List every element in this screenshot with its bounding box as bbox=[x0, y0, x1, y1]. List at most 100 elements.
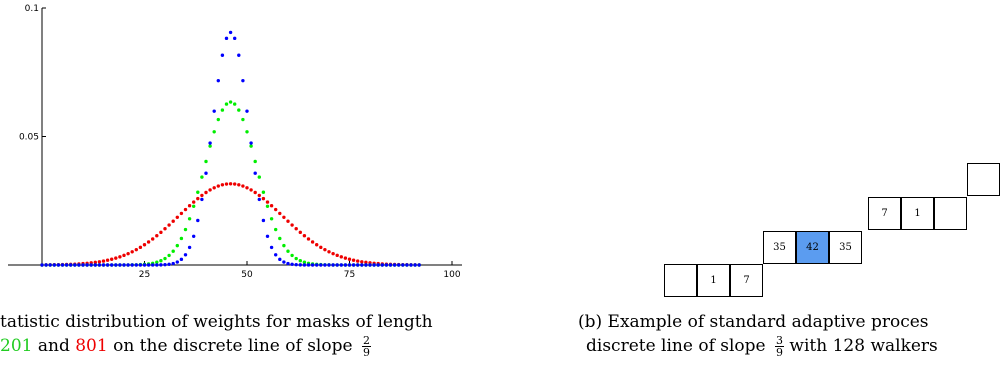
data-point bbox=[323, 247, 327, 252]
data-point bbox=[155, 234, 159, 238]
grid-cell: 7 bbox=[730, 264, 763, 297]
data-point bbox=[265, 234, 270, 238]
data-point bbox=[220, 183, 225, 187]
data-point bbox=[163, 227, 167, 231]
caption-a-line2: 201 and 801 on the discrete line of slop… bbox=[0, 334, 433, 358]
data-point bbox=[282, 260, 286, 264]
data-point bbox=[274, 207, 278, 212]
grid-cell: 35 bbox=[829, 231, 862, 264]
data-point bbox=[335, 263, 339, 267]
data-point bbox=[356, 259, 360, 263]
data-point bbox=[81, 263, 85, 267]
caption-b-pre: discrete line of slope bbox=[586, 336, 766, 356]
data-point bbox=[89, 263, 93, 267]
caption-b-slope-num: 3 bbox=[775, 334, 785, 347]
data-point bbox=[110, 257, 114, 261]
data-point bbox=[306, 237, 311, 241]
data-point bbox=[241, 117, 245, 122]
data-point bbox=[388, 263, 393, 267]
data-point bbox=[290, 262, 294, 267]
data-point bbox=[130, 250, 134, 254]
data-point bbox=[122, 253, 126, 258]
data-point bbox=[347, 263, 352, 267]
grid-cell bbox=[664, 264, 697, 297]
data-point bbox=[315, 243, 319, 247]
caption-a-and: and bbox=[32, 336, 76, 356]
data-point bbox=[126, 251, 130, 256]
data-point bbox=[319, 245, 323, 250]
caption-a-length-201: 201 bbox=[0, 336, 33, 356]
data-point bbox=[171, 261, 175, 266]
data-point bbox=[401, 263, 405, 267]
data-point bbox=[298, 230, 302, 235]
grid-cell: 1 bbox=[697, 264, 730, 297]
x-tick-label: 100 bbox=[443, 270, 460, 280]
data-point bbox=[73, 263, 77, 267]
data-point bbox=[413, 263, 417, 267]
data-point bbox=[208, 188, 212, 192]
data-point bbox=[146, 263, 151, 267]
data-point bbox=[85, 263, 89, 267]
data-point bbox=[105, 263, 110, 267]
data-point bbox=[216, 117, 220, 122]
caption-a-rest: on the discrete line of slope bbox=[107, 336, 353, 356]
data-point bbox=[237, 183, 241, 187]
data-point bbox=[319, 263, 323, 267]
data-point bbox=[294, 262, 298, 267]
data-point bbox=[310, 263, 315, 267]
data-point bbox=[269, 204, 274, 208]
data-point bbox=[122, 263, 126, 267]
data-point bbox=[339, 255, 343, 259]
data-point bbox=[339, 263, 343, 267]
data-point bbox=[282, 215, 286, 220]
x-tick-label: 25 bbox=[139, 270, 150, 280]
data-point bbox=[200, 197, 204, 202]
data-point bbox=[200, 193, 204, 198]
data-point bbox=[265, 204, 270, 208]
data-point bbox=[368, 263, 372, 267]
data-point bbox=[261, 190, 266, 194]
data-point bbox=[171, 249, 175, 253]
data-point bbox=[204, 190, 208, 195]
data-point bbox=[278, 236, 282, 241]
data-point bbox=[179, 257, 184, 262]
data-point bbox=[118, 263, 122, 267]
data-point bbox=[159, 263, 163, 267]
y-tick-label: 0.05 bbox=[19, 133, 39, 143]
data-point bbox=[233, 182, 237, 186]
data-point bbox=[294, 256, 298, 261]
data-point bbox=[282, 243, 286, 248]
data-point bbox=[97, 260, 102, 264]
data-point bbox=[105, 258, 110, 262]
caption-b-line1: (b) Example of standard adaptive proces bbox=[578, 312, 929, 332]
y-tick-label: 0.1 bbox=[25, 4, 39, 14]
data-point bbox=[77, 263, 81, 267]
data-point bbox=[146, 240, 151, 244]
data-point bbox=[253, 171, 257, 175]
data-point bbox=[278, 211, 282, 216]
data-point bbox=[249, 188, 253, 192]
data-point bbox=[384, 263, 389, 267]
data-point bbox=[290, 223, 294, 227]
grid-cell: 1 bbox=[901, 197, 934, 230]
data-point bbox=[60, 263, 65, 267]
data-point bbox=[69, 263, 73, 267]
data-point bbox=[315, 263, 319, 267]
data-point bbox=[212, 109, 216, 113]
grid-cell: 7 bbox=[868, 197, 901, 230]
data-point bbox=[327, 263, 331, 267]
data-point bbox=[216, 184, 220, 188]
data-point bbox=[196, 196, 200, 201]
data-point bbox=[356, 263, 360, 267]
data-point bbox=[286, 249, 290, 253]
data-point bbox=[245, 109, 249, 113]
weight-distribution-chart: 25 50 75 100 0.05 0.1 bbox=[8, 4, 462, 280]
data-point bbox=[183, 253, 188, 257]
data-point bbox=[261, 218, 266, 223]
data-point bbox=[335, 253, 339, 258]
data-point bbox=[241, 184, 245, 188]
data-point bbox=[364, 260, 368, 265]
data-point bbox=[302, 260, 307, 264]
data-point bbox=[302, 263, 307, 267]
data-point bbox=[179, 211, 184, 216]
